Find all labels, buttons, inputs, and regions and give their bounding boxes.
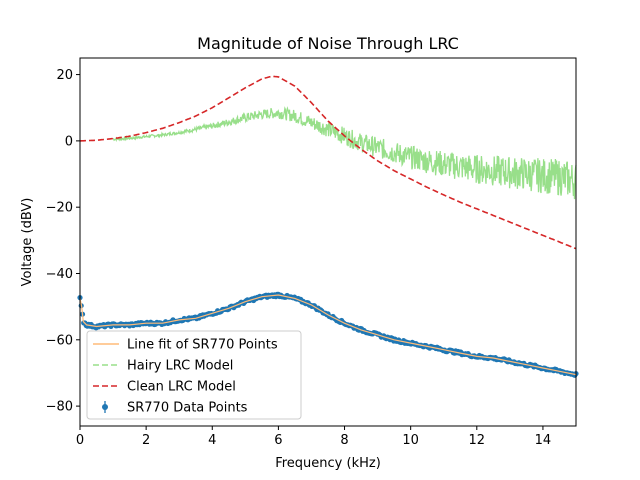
y-tick-label: −80 (46, 400, 73, 415)
x-tick-label: 10 (402, 433, 419, 448)
y-tick-label: −40 (46, 267, 73, 282)
y-tick-label: −60 (46, 333, 73, 348)
legend-entry: SR770 Data Points (102, 401, 248, 416)
legend-box (86, 330, 302, 420)
series-clean-lrc-model (79, 75, 577, 250)
legend-swatch (102, 404, 108, 410)
series-line-fit-sr770 (79, 294, 577, 376)
legend-label: Clean LRC Model (127, 380, 236, 395)
x-tick-label: 8 (340, 433, 348, 448)
legend: Line fit of SR770 Points Hairy LRC Model C… (86, 330, 302, 420)
x-tick-label: 14 (535, 433, 552, 448)
y-axis: −80 −60 −40 −20 0 20 (46, 68, 80, 415)
legend-label: SR770 Data Points (127, 401, 248, 416)
series-hairy-lrc-model (112, 106, 577, 200)
y-axis-label: Voltage (dBV) (20, 198, 35, 287)
y-tick-label: −20 (46, 201, 73, 216)
x-tick-label: 0 (76, 433, 84, 448)
legend-label: Line fit of SR770 Points (127, 338, 278, 353)
x-tick-label: 12 (469, 433, 486, 448)
chart-title: Magnitude of Noise Through LRC (197, 34, 459, 53)
x-axis: 0 2 4 6 8 10 12 14 (76, 426, 551, 448)
y-tick-label: 20 (56, 68, 73, 83)
legend-entry: Hairy LRC Model (93, 359, 233, 374)
x-tick-label: 4 (208, 433, 216, 448)
plot-area (77, 75, 579, 378)
y-tick-label: 0 (65, 134, 73, 149)
legend-label: Hairy LRC Model (127, 359, 233, 374)
legend-entry: Clean LRC Model (93, 380, 236, 395)
legend-entry: Line fit of SR770 Points (93, 338, 278, 353)
x-tick-label: 6 (274, 433, 282, 448)
plot-frame (79, 57, 577, 427)
x-axis-label: Frequency (kHz) (275, 456, 381, 471)
x-tick-label: 2 (142, 433, 150, 448)
